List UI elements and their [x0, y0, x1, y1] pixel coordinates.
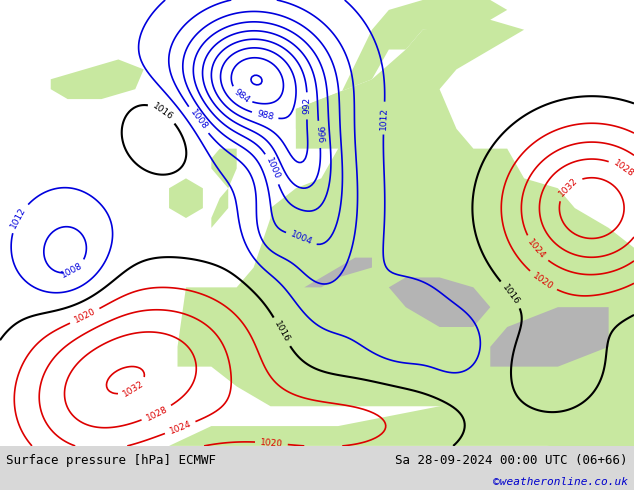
Text: 1000: 1000: [264, 157, 281, 181]
Polygon shape: [169, 178, 203, 218]
Text: 1008: 1008: [60, 262, 84, 280]
Text: 1004: 1004: [289, 230, 314, 247]
Text: 1020: 1020: [72, 307, 97, 325]
Text: 992: 992: [302, 98, 312, 115]
Text: 984: 984: [232, 88, 251, 105]
Polygon shape: [304, 258, 372, 287]
Text: 1032: 1032: [122, 379, 146, 399]
Polygon shape: [211, 148, 236, 228]
Text: Surface pressure [hPa] ECMWF: Surface pressure [hPa] ECMWF: [6, 454, 216, 466]
Text: 1020: 1020: [531, 271, 555, 292]
Polygon shape: [51, 59, 144, 99]
Polygon shape: [178, 20, 634, 446]
Text: 1016: 1016: [501, 283, 522, 306]
Text: 1028: 1028: [611, 159, 634, 179]
Text: 1016: 1016: [151, 101, 175, 122]
Polygon shape: [490, 307, 609, 367]
Text: 996: 996: [314, 125, 325, 144]
Text: 1012: 1012: [379, 106, 389, 130]
Text: 988: 988: [256, 109, 275, 122]
Text: 1028: 1028: [145, 404, 169, 422]
Text: 1024: 1024: [168, 419, 193, 436]
Text: ©weatheronline.co.uk: ©weatheronline.co.uk: [493, 477, 628, 487]
Text: 1012: 1012: [10, 206, 28, 230]
Text: Sa 28-09-2024 00:00 UTC (06+66): Sa 28-09-2024 00:00 UTC (06+66): [395, 454, 628, 466]
Text: 1008: 1008: [188, 108, 209, 132]
Polygon shape: [169, 387, 634, 446]
FancyBboxPatch shape: [0, 446, 634, 490]
Polygon shape: [389, 277, 490, 327]
Text: 1020: 1020: [260, 438, 283, 448]
Text: 1024: 1024: [526, 238, 547, 261]
Text: 1032: 1032: [557, 176, 579, 198]
Text: 1016: 1016: [272, 319, 292, 344]
Polygon shape: [296, 0, 507, 148]
